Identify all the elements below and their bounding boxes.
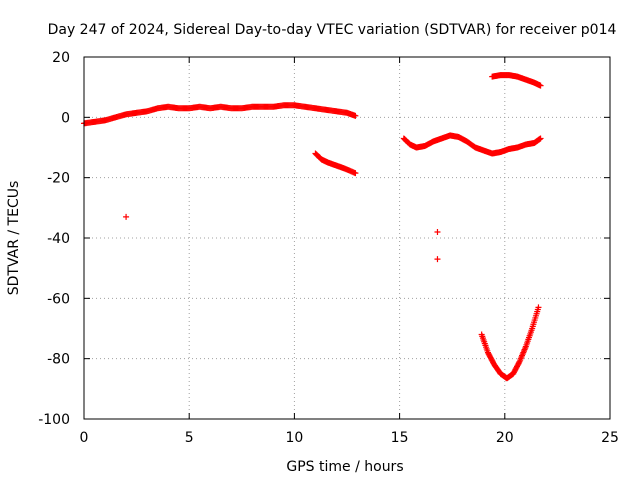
data-point — [537, 82, 544, 89]
grid-lines — [84, 57, 610, 419]
y-tick-label: 0 — [61, 110, 70, 126]
data-point — [123, 213, 130, 220]
y-tick-label: -100 — [38, 412, 70, 428]
data-point — [515, 359, 522, 366]
data-point — [434, 256, 441, 263]
data-point — [537, 135, 544, 142]
series-arc-1 — [81, 102, 359, 127]
x-tick-label: 5 — [185, 430, 194, 446]
y-tick-label: -20 — [47, 171, 70, 187]
series-isolated — [123, 213, 441, 263]
data-point — [352, 112, 359, 119]
x-tick-label: 0 — [80, 430, 89, 446]
y-tick-label: 20 — [52, 50, 70, 66]
plot-frame — [83, 56, 611, 420]
series-arc-2 — [312, 150, 359, 177]
data-point — [535, 304, 542, 311]
y-tick-label: -40 — [47, 231, 70, 247]
y-tick-label: -60 — [47, 291, 70, 307]
x-tick-label: 15 — [391, 430, 409, 446]
data-points — [81, 72, 544, 382]
data-point — [434, 228, 441, 235]
x-tick-label: 25 — [601, 430, 619, 446]
series-arc-5 — [478, 304, 542, 382]
data-point — [352, 170, 359, 177]
x-tick-label: 10 — [285, 430, 303, 446]
series-arc-4 — [489, 72, 544, 89]
series-arc-3 — [400, 132, 544, 157]
x-axis-label: GPS time / hours — [286, 459, 403, 475]
chart-title: Day 247 of 2024, Sidereal Day-to-day VTE… — [48, 22, 617, 38]
y-axis-label: SDTVAR / TECUs — [6, 181, 22, 296]
y-tick-label: -80 — [47, 352, 70, 368]
x-tick-label: 20 — [496, 430, 514, 446]
